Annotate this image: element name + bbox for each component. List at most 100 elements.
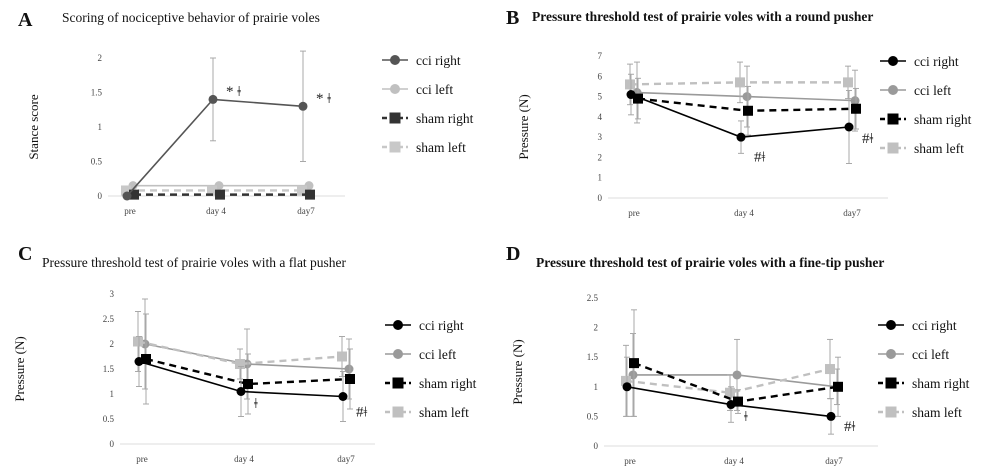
x-tick-label: day7 [297, 206, 315, 216]
series-line [137, 340, 343, 366]
chart-title: Pressure threshold test of prairie voles… [532, 9, 873, 24]
x-tick-label: day7 [843, 208, 861, 218]
series-sham-left [625, 61, 853, 106]
series-sham-right [129, 189, 315, 200]
data-point [629, 358, 639, 369]
legend-marker [390, 84, 400, 94]
y-tick-label: 2 [98, 53, 103, 63]
legend-marker [390, 55, 400, 65]
data-point [626, 90, 636, 100]
y-axis-label: Pressure (N) [516, 94, 531, 159]
data-point [850, 96, 860, 106]
y-tick-label: 7 [598, 51, 603, 61]
legend: cci right cci left sham right sham left [880, 54, 972, 156]
legend-marker [886, 320, 896, 330]
data-point [236, 387, 246, 396]
legend-marker [392, 406, 404, 418]
legend-marker [393, 349, 403, 359]
legend-label: cci right [912, 318, 957, 333]
legend-label: cci right [419, 318, 464, 333]
data-point [742, 92, 752, 102]
data-point [621, 375, 631, 386]
legend-marker [886, 349, 896, 359]
data-point [736, 132, 746, 142]
series-cci-left [128, 181, 314, 191]
legend-label: cci left [914, 83, 951, 98]
legend-item-cci-left: cci left [880, 83, 951, 98]
data-point [743, 105, 753, 116]
data-point [338, 392, 348, 401]
data-point [851, 103, 861, 114]
data-point [825, 364, 835, 375]
legend-item-sham-left: sham left [385, 405, 469, 420]
y-tick-label: 4 [598, 112, 603, 122]
series-line [145, 357, 351, 386]
x-tick-label: pre [124, 206, 136, 216]
y-axis-label: Pressure (N) [12, 336, 27, 401]
x-tick-label: day 4 [206, 206, 226, 216]
data-point [243, 379, 253, 389]
legend-marker [389, 141, 401, 153]
series-sham-right [629, 309, 843, 417]
data-point [208, 94, 218, 104]
data-point [826, 411, 836, 421]
series-sham-right [633, 77, 861, 136]
data-point [633, 93, 643, 104]
x-tick-label: day7 [337, 454, 355, 464]
y-tick-label: 2 [110, 339, 115, 349]
y-tick-label: 2.5 [103, 314, 115, 324]
y-tick-label: 6 [598, 71, 603, 81]
data-point [141, 354, 151, 364]
panel-c: C Pressure threshold test of prairie vole… [0, 238, 490, 466]
legend-item-cci-right: cci right [878, 318, 957, 333]
series-cci-right [122, 50, 308, 201]
significance-annotation: #ǂ [844, 419, 856, 435]
legend-item-sham-right: sham right [878, 376, 970, 391]
y-axis-label: Stance score [26, 94, 41, 160]
y-tick-label: 0.5 [103, 414, 115, 424]
y-tick-label: 5 [598, 92, 603, 102]
data-point [726, 400, 736, 410]
legend-item-sham-right: sham right [382, 111, 474, 126]
series-cci-right [626, 73, 854, 165]
legend-item-cci-right: cci right [385, 318, 464, 333]
series-cci-left [632, 61, 860, 132]
legend-marker [888, 56, 898, 66]
panel-a: A Scoring of nociceptive behavior of prai… [0, 0, 490, 228]
data-point [733, 396, 743, 407]
data-point [305, 189, 315, 200]
chart-title: Pressure threshold test of prairie voles… [536, 255, 884, 270]
data-point [625, 79, 635, 90]
y-tick-label: 1 [98, 122, 103, 132]
series-line [126, 98, 304, 197]
legend-label: sham left [416, 140, 466, 155]
significance-annotation: ǂ [744, 409, 748, 425]
legend-item-cci-left: cci left [878, 347, 949, 362]
legend-item-cci-right: cci right [382, 53, 461, 68]
data-point [235, 359, 245, 369]
significance-annotation: #ǂ [356, 405, 368, 421]
y-tick-label: 1.5 [587, 352, 599, 362]
data-point [622, 382, 632, 392]
legend-marker [389, 112, 401, 124]
y-tick-label: 0.5 [587, 411, 599, 421]
legend-marker [888, 85, 898, 95]
panel-letter: B [506, 7, 519, 29]
data-point [121, 185, 131, 196]
legend-marker [393, 320, 403, 330]
data-point [337, 351, 347, 362]
data-point [133, 336, 143, 347]
data-point [297, 185, 307, 196]
y-tick-label: 0 [598, 193, 603, 203]
legend-item-sham-left: sham left [382, 140, 466, 155]
legend-item-cci-right: cci right [880, 54, 959, 69]
legend-item-cci-left: cci left [382, 82, 453, 97]
y-tick-label: 0 [98, 191, 103, 201]
y-tick-label: 1.5 [91, 88, 103, 98]
series-cci-right [134, 336, 348, 422]
legend-marker [885, 406, 897, 418]
chart-title: Pressure threshold test of prairie voles… [42, 255, 347, 270]
legend-label: sham left [419, 405, 469, 420]
y-tick-label: 1 [594, 382, 599, 392]
legend: cci right cci left sham right sham left [385, 318, 477, 420]
